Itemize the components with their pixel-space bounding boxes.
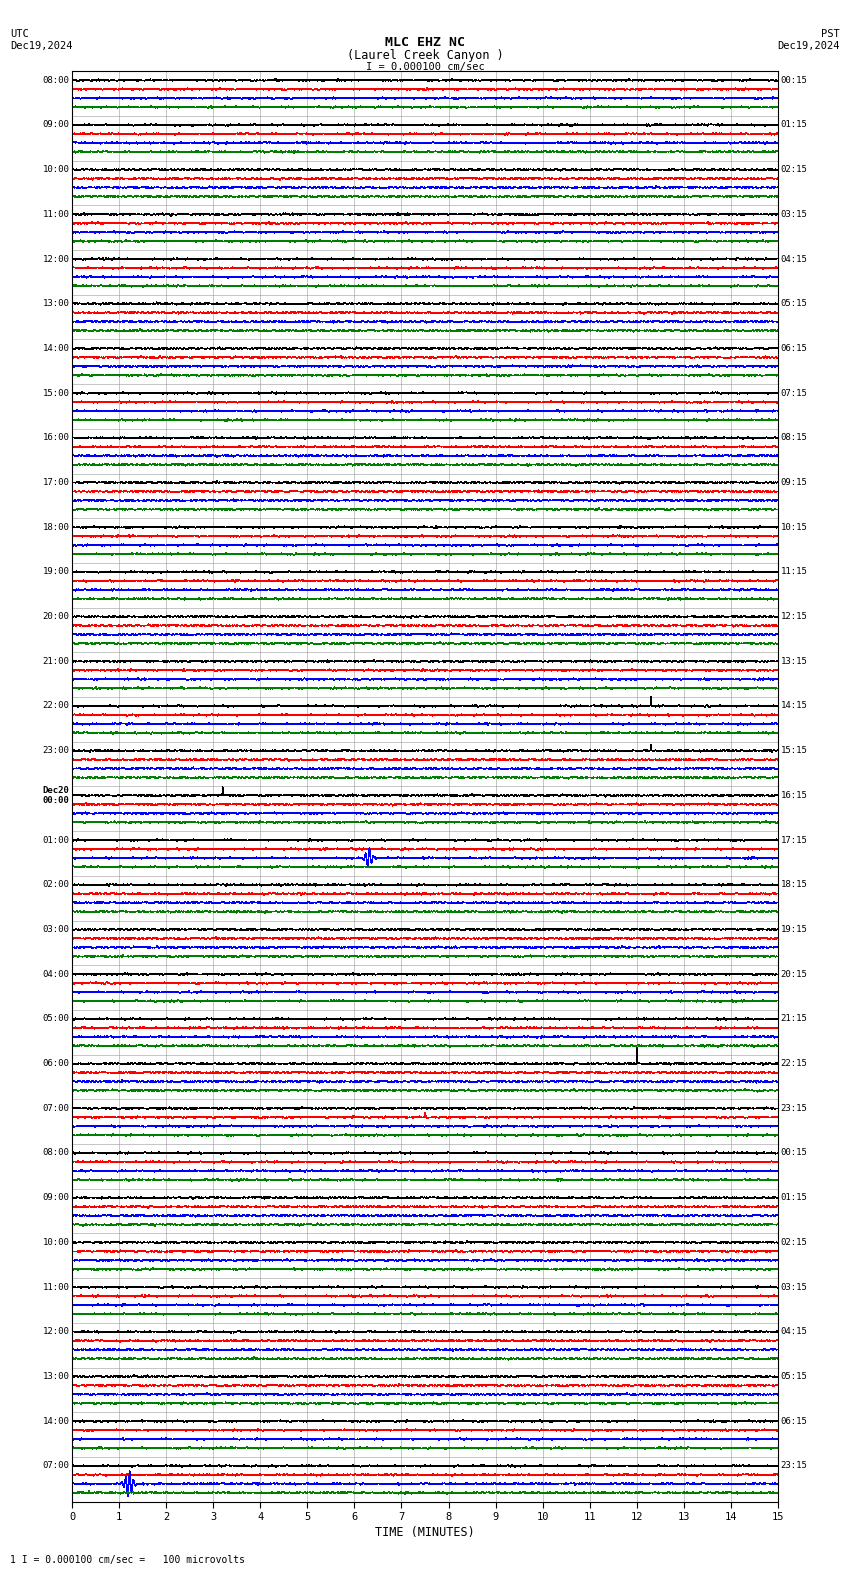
- Text: 23:15: 23:15: [780, 1104, 808, 1114]
- Text: 07:15: 07:15: [780, 388, 808, 398]
- Text: 03:15: 03:15: [780, 1283, 808, 1291]
- Text: 00:15: 00:15: [780, 76, 808, 84]
- Text: 10:00: 10:00: [42, 165, 70, 174]
- Text: 15:00: 15:00: [42, 388, 70, 398]
- Text: 14:15: 14:15: [780, 702, 808, 711]
- Text: 07:00: 07:00: [42, 1104, 70, 1114]
- Text: 02:00: 02:00: [42, 881, 70, 889]
- Text: 23:00: 23:00: [42, 746, 70, 756]
- Text: 04:15: 04:15: [780, 1327, 808, 1337]
- Text: 04:15: 04:15: [780, 255, 808, 263]
- Text: 11:00: 11:00: [42, 209, 70, 219]
- Text: Dec19,2024: Dec19,2024: [10, 41, 73, 51]
- Text: I = 0.000100 cm/sec: I = 0.000100 cm/sec: [366, 62, 484, 71]
- Text: 12:00: 12:00: [42, 255, 70, 263]
- Text: 05:15: 05:15: [780, 1372, 808, 1381]
- Text: 01:00: 01:00: [42, 836, 70, 844]
- Text: 02:15: 02:15: [780, 1237, 808, 1247]
- Text: 09:00: 09:00: [42, 1193, 70, 1202]
- Text: 09:00: 09:00: [42, 120, 70, 130]
- Text: 18:00: 18:00: [42, 523, 70, 532]
- Text: 20:00: 20:00: [42, 611, 70, 621]
- Text: 21:15: 21:15: [780, 1014, 808, 1023]
- Text: 06:15: 06:15: [780, 1416, 808, 1426]
- Text: 04:00: 04:00: [42, 969, 70, 979]
- Text: 11:00: 11:00: [42, 1283, 70, 1291]
- Text: Dec20
00:00: Dec20 00:00: [42, 786, 70, 805]
- Text: PST: PST: [821, 29, 840, 38]
- Text: 23:15: 23:15: [780, 1462, 808, 1470]
- Text: 08:15: 08:15: [780, 434, 808, 442]
- Text: 08:00: 08:00: [42, 1148, 70, 1158]
- Text: (Laurel Creek Canyon ): (Laurel Creek Canyon ): [347, 49, 503, 62]
- Text: 1 I = 0.000100 cm/sec =   100 microvolts: 1 I = 0.000100 cm/sec = 100 microvolts: [10, 1555, 245, 1565]
- Text: UTC: UTC: [10, 29, 29, 38]
- Text: 17:00: 17:00: [42, 478, 70, 486]
- Text: 00:15: 00:15: [780, 1148, 808, 1158]
- Text: 13:00: 13:00: [42, 299, 70, 309]
- Text: 14:00: 14:00: [42, 344, 70, 353]
- Text: 22:00: 22:00: [42, 702, 70, 711]
- Text: 18:15: 18:15: [780, 881, 808, 889]
- Text: 15:15: 15:15: [780, 746, 808, 756]
- Text: 13:15: 13:15: [780, 657, 808, 665]
- X-axis label: TIME (MINUTES): TIME (MINUTES): [375, 1527, 475, 1540]
- Text: 07:00: 07:00: [42, 1462, 70, 1470]
- Text: 06:15: 06:15: [780, 344, 808, 353]
- Text: 12:00: 12:00: [42, 1327, 70, 1337]
- Text: 05:15: 05:15: [780, 299, 808, 309]
- Text: 10:15: 10:15: [780, 523, 808, 532]
- Text: 19:00: 19:00: [42, 567, 70, 577]
- Text: 22:15: 22:15: [780, 1060, 808, 1068]
- Text: 21:00: 21:00: [42, 657, 70, 665]
- Text: 01:15: 01:15: [780, 1193, 808, 1202]
- Text: 20:15: 20:15: [780, 969, 808, 979]
- Text: 02:15: 02:15: [780, 165, 808, 174]
- Text: 10:00: 10:00: [42, 1237, 70, 1247]
- Text: Dec19,2024: Dec19,2024: [777, 41, 840, 51]
- Text: 17:15: 17:15: [780, 836, 808, 844]
- Text: 16:00: 16:00: [42, 434, 70, 442]
- Text: 19:15: 19:15: [780, 925, 808, 935]
- Text: 03:00: 03:00: [42, 925, 70, 935]
- Text: 01:15: 01:15: [780, 120, 808, 130]
- Text: 16:15: 16:15: [780, 790, 808, 800]
- Text: 12:15: 12:15: [780, 611, 808, 621]
- Text: 09:15: 09:15: [780, 478, 808, 486]
- Text: 05:00: 05:00: [42, 1014, 70, 1023]
- Text: MLC EHZ NC: MLC EHZ NC: [385, 36, 465, 49]
- Text: 08:00: 08:00: [42, 76, 70, 84]
- Text: 03:15: 03:15: [780, 209, 808, 219]
- Text: 06:00: 06:00: [42, 1060, 70, 1068]
- Text: 11:15: 11:15: [780, 567, 808, 577]
- Text: 13:00: 13:00: [42, 1372, 70, 1381]
- Text: 14:00: 14:00: [42, 1416, 70, 1426]
